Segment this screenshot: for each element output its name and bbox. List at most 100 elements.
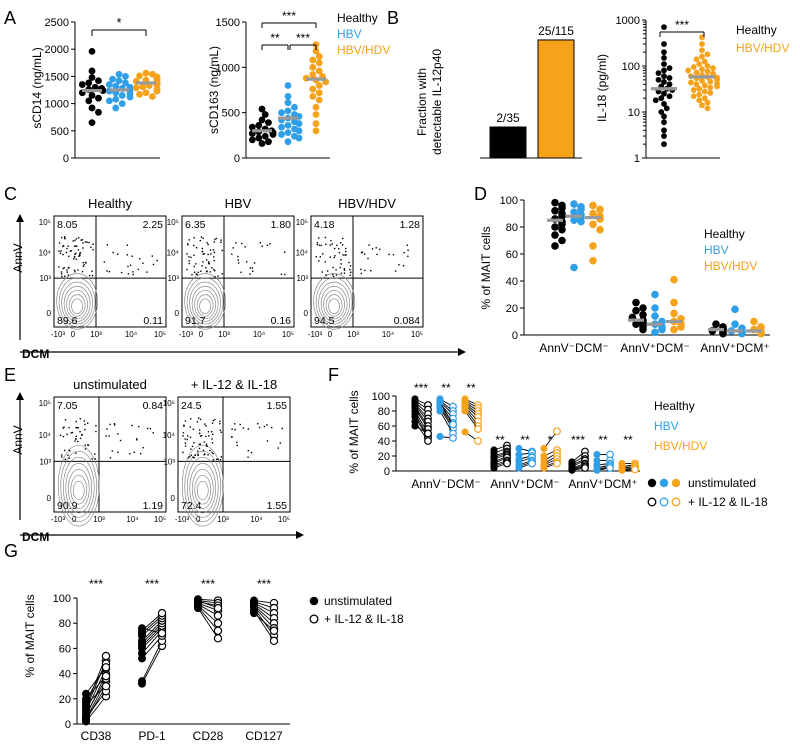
- facs-event: [240, 271, 242, 273]
- data-point: [88, 74, 96, 81]
- facs-event: [350, 271, 352, 274]
- facs-y-tick: 0: [47, 494, 52, 503]
- facs-event: [193, 442, 195, 444]
- sig-label-3: ***: [282, 9, 296, 23]
- facs-event: [152, 263, 155, 266]
- facs-event: [75, 238, 78, 240]
- facs-event: [203, 441, 206, 443]
- facs-event: [117, 433, 119, 435]
- facs-y-tick: 10⁵: [39, 399, 51, 408]
- facs-event: [331, 243, 333, 245]
- legend-unstimulated: unstimulated: [324, 594, 392, 608]
- data-point: [95, 77, 102, 85]
- data-point: [312, 120, 320, 127]
- pair-line: [85, 667, 107, 695]
- facs-event: [184, 442, 187, 444]
- facs-event: [75, 435, 77, 438]
- data-point: [651, 328, 659, 337]
- facs-event: [190, 454, 192, 456]
- data-point: [88, 119, 96, 127]
- facs-event: [103, 261, 106, 263]
- facs-event: [73, 269, 76, 272]
- data-point: [291, 103, 298, 111]
- facs-event: [199, 418, 202, 421]
- sig-label: **: [598, 433, 608, 447]
- facs-event: [205, 445, 208, 447]
- y-tick-label: 40: [506, 276, 518, 288]
- facs-y-tick: 0: [47, 309, 52, 318]
- facs-y-tick: 10⁵: [296, 218, 308, 227]
- y-tick-label: 1: [634, 153, 640, 165]
- data-point: [149, 93, 156, 100]
- data-point: [670, 309, 678, 318]
- facs-event: [190, 256, 192, 259]
- legend-stimulated: + IL-12 & IL-18: [324, 612, 404, 626]
- data-point: [596, 225, 604, 234]
- facs-event: [64, 458, 67, 461]
- facs-c-y-arrowhead: [16, 214, 24, 222]
- data-point-unstimulated: [515, 464, 523, 472]
- data-point: [589, 220, 597, 229]
- facs-y-tick: 10³: [163, 457, 175, 466]
- facs-event: [94, 453, 96, 455]
- facs-event: [68, 255, 70, 258]
- y-tick-label: 500: [51, 126, 69, 138]
- facs-event: [340, 259, 342, 261]
- facs-event: [214, 418, 216, 421]
- y-tick-label: 20: [378, 451, 390, 463]
- facs-contour: [194, 290, 216, 320]
- facs-event: [394, 270, 397, 272]
- sig-label-2: ***: [296, 31, 310, 45]
- legend-unstimulated: unstimulated: [688, 476, 756, 490]
- facs-event: [407, 249, 409, 251]
- facs-event: [195, 263, 197, 265]
- chart-scd14: sCD14 (ng/mL) 0 500 1000 1500 2000 2500 *: [30, 15, 161, 165]
- data-point: [688, 79, 694, 86]
- facs-event: [203, 453, 205, 456]
- y-tick-label: 1500: [216, 17, 240, 29]
- data-point: [265, 119, 272, 127]
- facs-event: [332, 275, 335, 278]
- facs-event: [266, 244, 269, 247]
- data-point-unstimulated: [568, 466, 576, 474]
- data-point: [661, 79, 667, 85]
- facs-event: [83, 420, 86, 422]
- data-point: [666, 65, 673, 72]
- facs-event: [361, 251, 364, 253]
- facs-contour: [315, 277, 353, 327]
- data-point: [577, 217, 585, 226]
- facs-event: [319, 256, 322, 258]
- facs-event: [284, 273, 286, 276]
- facs-event: [211, 442, 214, 444]
- facs-event: [62, 245, 64, 248]
- facs-event: [315, 256, 317, 258]
- facs-event: [234, 428, 236, 431]
- data-point-unstimulated: [250, 609, 258, 618]
- data-point: [696, 91, 703, 98]
- facs-x-tick: 10⁵: [154, 330, 166, 339]
- facs-event: [198, 417, 200, 419]
- data-point-unstimulated: [138, 624, 146, 633]
- facs-event: [182, 435, 184, 437]
- data-point: [655, 76, 662, 83]
- facs-event: [131, 424, 133, 427]
- facs-event: [343, 269, 346, 271]
- facs-event: [213, 259, 215, 262]
- data-point: [295, 127, 303, 135]
- facs-event: [189, 418, 192, 420]
- data-point-unstimulated: [436, 432, 444, 441]
- facs-contour: [67, 468, 90, 509]
- facs-event: [214, 276, 216, 278]
- data-point: [139, 83, 147, 91]
- facs-event: [221, 249, 223, 252]
- facs-event: [345, 250, 347, 253]
- facs-event: [205, 435, 207, 438]
- facs-event: [191, 445, 194, 448]
- facs-event: [266, 440, 269, 442]
- data-point: [696, 97, 703, 104]
- facs-event: [79, 431, 81, 433]
- data-point: [589, 201, 597, 210]
- facs-event: [197, 450, 199, 452]
- facs-event: [196, 273, 198, 276]
